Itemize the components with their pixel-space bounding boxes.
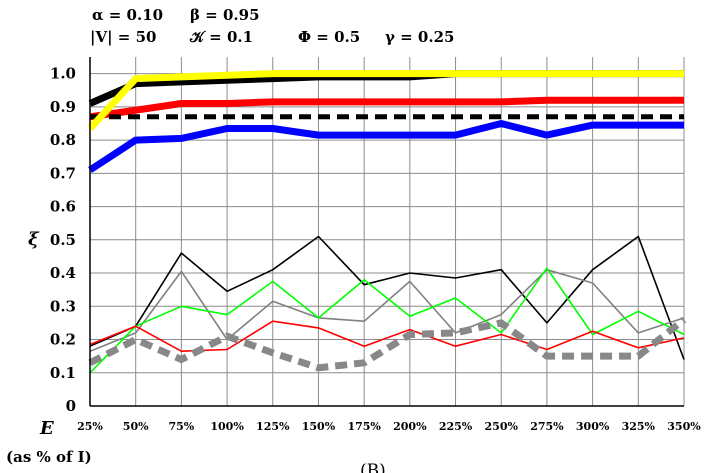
param-alpha: α = 0.10 <box>92 6 163 24</box>
series-line-8 <box>89 320 685 353</box>
param-gamma: γ = 0.25 <box>385 28 454 46</box>
grid <box>90 57 685 406</box>
x-tick-label: 75% <box>169 420 195 433</box>
y-tick-label: 0.4 <box>50 264 76 282</box>
y-tick-label: 1.0 <box>50 65 76 83</box>
series-line-1 <box>89 96 684 121</box>
y-tick-label: 0.3 <box>50 297 76 315</box>
param-v: |V| = 50 <box>90 28 156 46</box>
series-line-4 <box>87 70 684 131</box>
x-tick-label: 225% <box>439 420 473 433</box>
y-tick-label: 0.8 <box>50 131 76 149</box>
x-tick-label: 150% <box>302 420 336 433</box>
x-tick-label: 250% <box>485 420 519 433</box>
y-tick-label: 0 <box>66 397 76 415</box>
x-tick-label: 275% <box>530 420 564 433</box>
x-tick-label: 100% <box>210 420 244 433</box>
x-tick-label: 350% <box>667 420 701 433</box>
param-beta: β = 0.95 <box>190 6 260 24</box>
series-line-5 <box>89 235 685 360</box>
x-tick-label: 325% <box>622 420 656 433</box>
x-tick-label: 300% <box>576 420 610 433</box>
y-tick-label: 0.7 <box>50 164 76 182</box>
figure-caption: (B) <box>360 461 386 473</box>
series-line-9 <box>88 316 687 372</box>
y-tick-label: 0.1 <box>50 364 76 382</box>
x-tick-label: 125% <box>256 420 290 433</box>
param-k: 𝒦 = 0.1 <box>189 28 253 46</box>
y-tick-label: 0.5 <box>50 231 76 249</box>
series-line-7 <box>89 267 685 374</box>
x-tick-label: 25% <box>77 420 103 433</box>
y-tick-labels: 0 0.1 0.2 0.3 0.4 0.5 0.6 0.7 0.8 0.9 1.0 <box>50 65 76 415</box>
y-tick-label: 0.6 <box>50 198 76 216</box>
series-lines <box>87 70 687 374</box>
series-line-3 <box>88 120 684 173</box>
y-tick-label: 0.9 <box>50 98 76 116</box>
y-axis-label: ξ <box>28 229 40 250</box>
y-tick-label: 0.2 <box>50 331 76 349</box>
series-line-6 <box>89 268 685 352</box>
x-axis-label: E <box>39 418 54 439</box>
x-axis-sublabel: (as % of I) <box>6 448 92 466</box>
param-phi: Φ = 0.5 <box>298 28 360 46</box>
x-tick-labels: 25% 50% 75% 100% 125% 150% 175% 200% 225% 250% 275… <box>77 420 701 433</box>
x-tick-label: 175% <box>347 420 381 433</box>
x-tick-label: 200% <box>393 420 427 433</box>
x-tick-label: 50% <box>123 420 149 433</box>
